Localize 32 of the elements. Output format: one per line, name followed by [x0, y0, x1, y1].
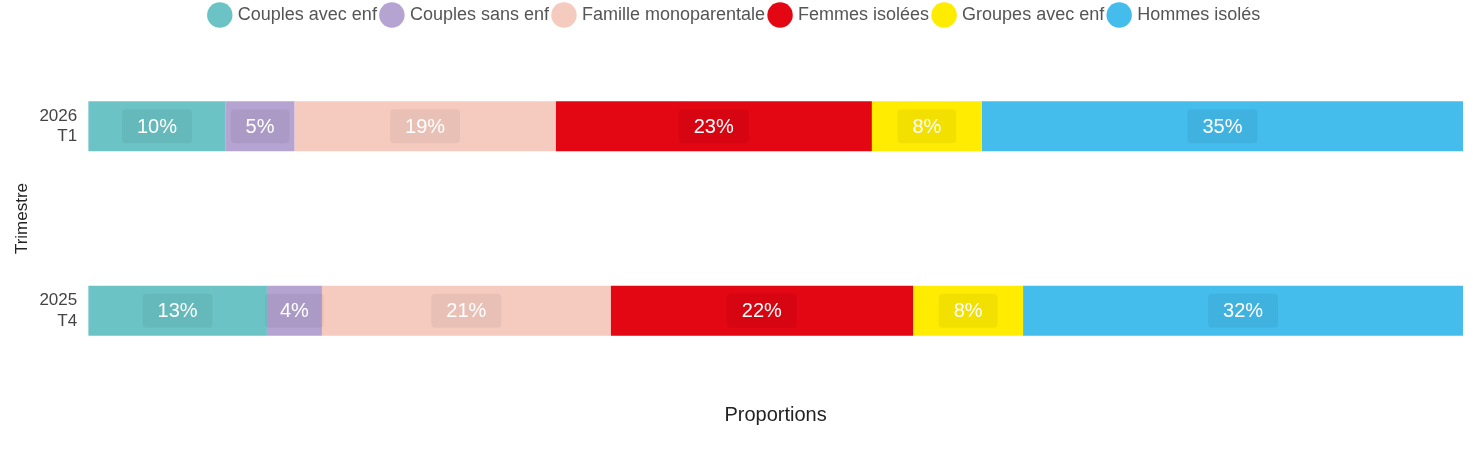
legend-label: Groupes avec enf	[962, 3, 1106, 24]
legend-label: Hommes isolés	[1137, 3, 1261, 24]
bar	[610, 285, 914, 336]
data-label: 8%	[912, 114, 942, 137]
bar	[555, 101, 872, 152]
data-label: 21%	[446, 299, 487, 322]
data-label: 10%	[136, 114, 178, 137]
legend-label: Famille monoparentale	[581, 3, 766, 24]
y-tick-label: 2026 T1	[39, 105, 78, 146]
data-label: 8%	[953, 299, 983, 322]
data-label: 32%	[1223, 299, 1264, 322]
data-label: 19%	[405, 114, 446, 137]
bar	[981, 101, 1463, 152]
x-axis-title: Proportions	[724, 402, 827, 425]
data-label: 35%	[1202, 114, 1243, 137]
bar	[88, 101, 226, 152]
bar	[294, 101, 556, 152]
legend-label: Couples avec enf	[237, 3, 378, 24]
y-tick-label: 2025 T4	[39, 290, 78, 330]
data-label: 4%	[279, 299, 310, 322]
bar	[266, 285, 322, 336]
data-label: 13%	[157, 299, 198, 322]
bar	[913, 285, 1024, 336]
bar	[225, 101, 295, 152]
data-label: 23%	[693, 114, 734, 137]
legend-label: Couples sans enf	[409, 3, 550, 24]
data-label: 5%	[245, 114, 275, 137]
bar	[1023, 285, 1463, 336]
y-axis-title: Trimestre	[11, 182, 31, 255]
bar	[871, 101, 982, 152]
legend-label: Femmes isolées	[798, 3, 930, 24]
data-label: 22%	[741, 299, 783, 322]
